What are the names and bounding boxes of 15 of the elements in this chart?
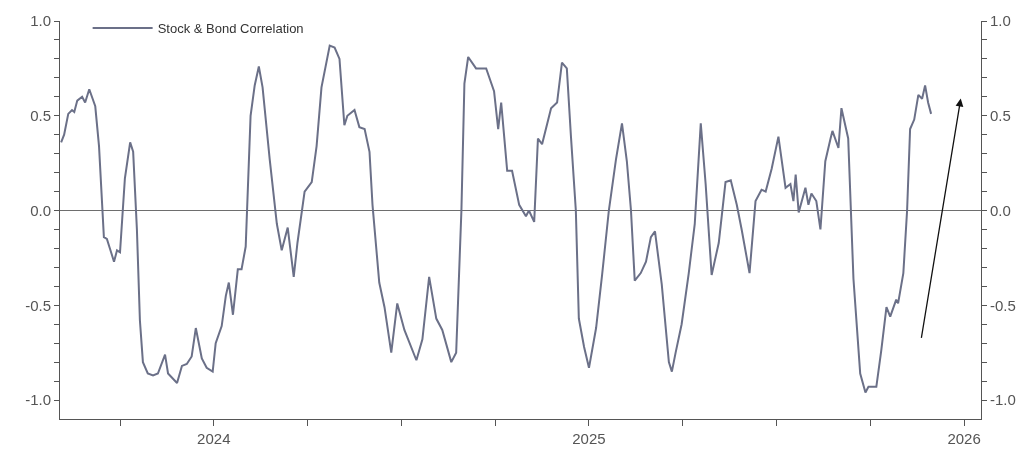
y-tick-label: 1.0 [30,12,51,30]
y2-tick-label: 1.0 [990,12,1011,30]
y-tick-label: 0.0 [30,201,51,219]
y-tick-label: -0.5 [25,296,51,314]
y2-tick-label: 0.0 [990,201,1011,219]
x-tick-label: 2026 [947,430,981,447]
y2-tick-label: -1.0 [990,391,1016,409]
y2-tick-label: -0.5 [990,296,1016,314]
x-tick-label: 2025 [572,430,606,447]
line-series [60,44,933,394]
legend-label: Stock & Bond Correlation [157,21,304,37]
y-tick-label: 0.5 [30,107,51,125]
x-tick-label: 2024 [197,430,231,447]
y2-tick-label: 0.5 [990,107,1011,125]
y-tick-label: -1.0 [25,391,51,409]
